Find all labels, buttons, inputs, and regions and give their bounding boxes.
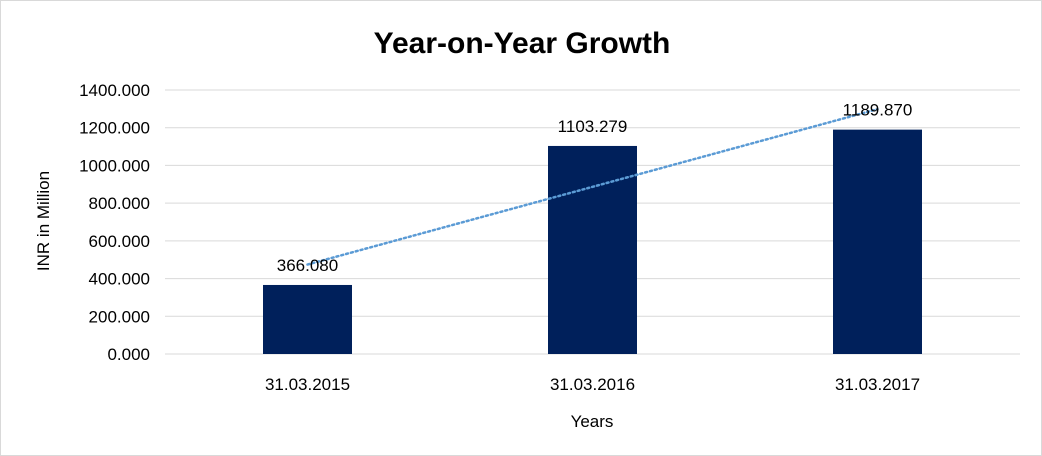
- x-tick-label: 31.03.2017: [835, 375, 920, 394]
- x-tick-label: 31.03.2015: [265, 375, 350, 394]
- data-label: 366.080: [277, 256, 338, 275]
- bar: [548, 145, 637, 354]
- data-labels: 366.080 1103.279 1189.870: [277, 101, 913, 275]
- bars: [263, 129, 922, 354]
- y-tick-label: 200.000: [89, 307, 150, 326]
- bar: [833, 129, 922, 354]
- bar: [263, 284, 352, 354]
- y-tick-label: 1000.000: [79, 156, 150, 175]
- y-tick-label: 0.000: [107, 345, 150, 364]
- y-axis-label: INR in Million: [34, 171, 53, 271]
- y-axis-ticks: 0.000 200.000 400.000 600.000 800.000 1000.00…: [79, 81, 150, 364]
- y-tick-label: 800.000: [89, 194, 150, 213]
- x-axis-ticks: 31.03.2015 31.03.2016 31.03.2017: [265, 375, 920, 394]
- trendline-path: [306, 107, 879, 266]
- data-label: 1103.279: [558, 117, 628, 136]
- x-tick-label: 31.03.2016: [550, 375, 635, 394]
- y-tick-label: 1200.000: [79, 119, 150, 138]
- y-tick-label: 600.000: [89, 232, 150, 251]
- data-label: 1189.870: [843, 101, 913, 120]
- y-tick-label: 1400.000: [79, 81, 150, 100]
- chart-title: Year-on-Year Growth: [374, 27, 671, 60]
- y-tick-label: 400.000: [89, 270, 150, 289]
- trendline: [306, 107, 879, 266]
- x-axis-label: Years: [571, 412, 614, 431]
